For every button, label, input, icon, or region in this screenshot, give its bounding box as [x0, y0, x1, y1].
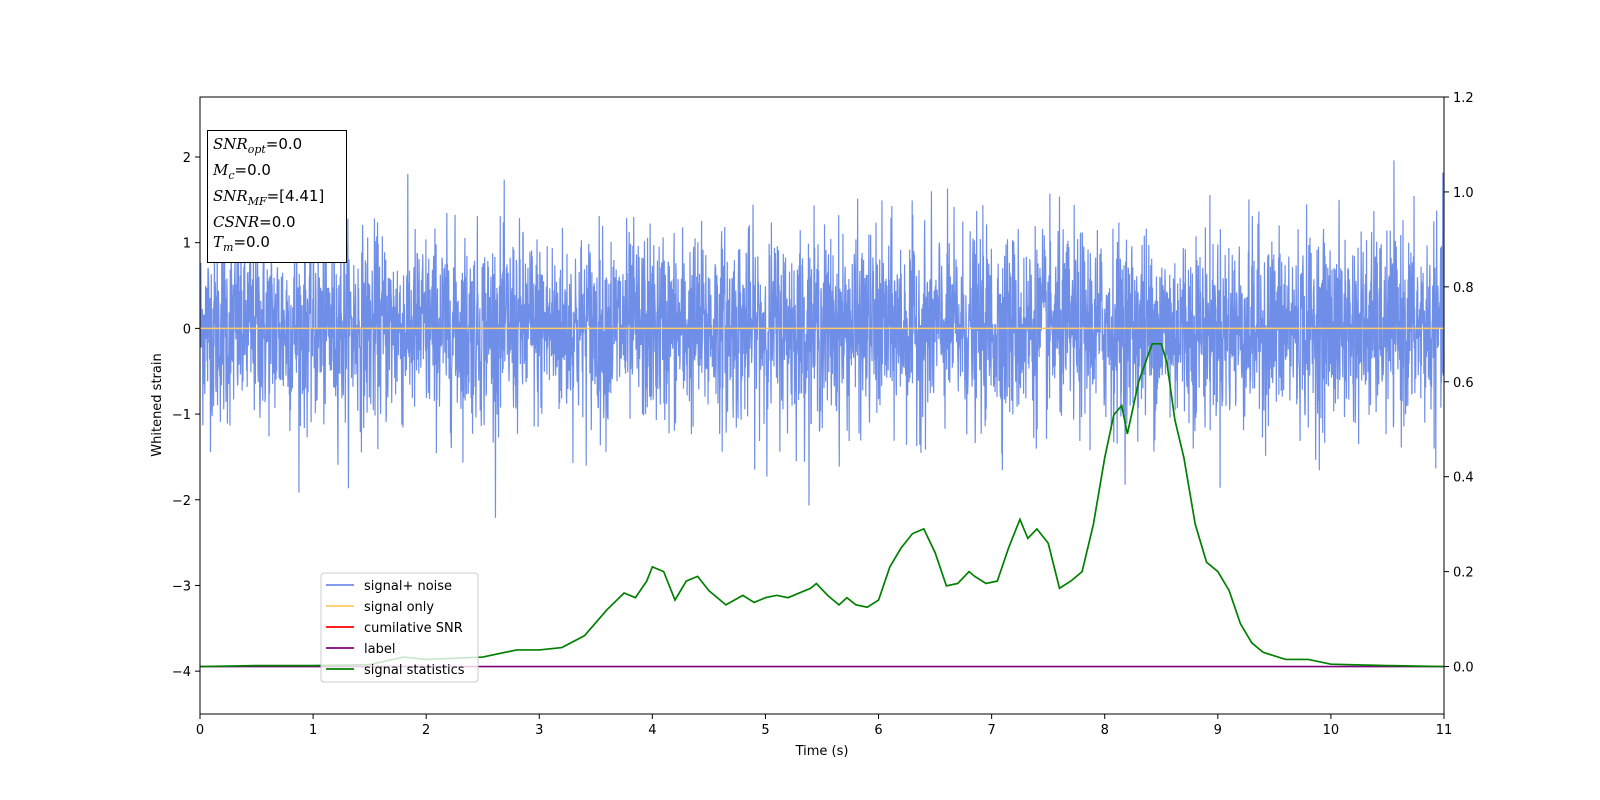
info-mc: Mc=0.0	[213, 160, 341, 186]
x-tick-label: 7	[987, 723, 995, 738]
y-tick-label: 0	[183, 322, 191, 337]
x-tick-label: 9	[1214, 723, 1222, 738]
legend-label: label	[364, 642, 395, 657]
series-signal-noise	[200, 160, 1444, 518]
y-tick-label-right: 0.0	[1453, 661, 1474, 676]
y-tick-label-right: 0.4	[1453, 471, 1474, 486]
info-tm: Tm=0.0	[213, 232, 341, 258]
x-tick-label: 11	[1436, 723, 1453, 738]
x-tick-label: 8	[1101, 723, 1109, 738]
info-mc-value: =0.0	[234, 161, 271, 179]
info-snr-opt-value: =0.0	[265, 135, 303, 153]
y-tick-label-right: 1.2	[1453, 91, 1474, 106]
info-snr-mf: SNRMF=[4.41]	[213, 186, 341, 212]
axis-ticks: 0 1 2 3 4 5 6 7 8 9 10 11210−1−2−3−41.21.00.80.60.4…	[172, 91, 1474, 738]
info-mc-symbol: M	[213, 161, 229, 179]
y-tick-label-right: 1.0	[1453, 186, 1474, 201]
y-tick-label-right: 0.2	[1453, 566, 1474, 581]
y-tick-label: −4	[172, 665, 191, 680]
y-tick-label-right: 0.6	[1453, 376, 1474, 391]
y-tick-label-right: 0.8	[1453, 281, 1474, 296]
info-snr-opt: SNRopt=0.0	[213, 134, 341, 160]
legend-label: signal+ noise	[364, 579, 452, 594]
x-tick-label: 5	[761, 723, 769, 738]
legend-box	[320, 572, 479, 683]
x-axis-label: Time (s)	[795, 744, 849, 759]
y-tick-label: −1	[172, 408, 191, 423]
info-csnr-symbol: CSNR	[213, 213, 260, 231]
info-snr-opt-sub: opt	[247, 143, 266, 156]
info-tm-value: =0.0	[233, 233, 270, 251]
legend-label: signal statistics	[364, 663, 465, 678]
x-tick-label: 3	[535, 723, 543, 738]
y-axis-label: Whitened strain	[150, 353, 165, 456]
info-snr-mf-symbol: SNR	[213, 187, 248, 205]
x-tick-label: 4	[648, 723, 656, 738]
info-box: SNRopt=0.0 Mc=0.0 SNRMF=[4.41] CSNR=0.0 …	[207, 130, 347, 263]
x-tick-label: 1	[309, 723, 317, 738]
x-tick-label: 0	[196, 723, 204, 738]
info-tm-sub: m	[223, 241, 234, 254]
info-snr-opt-symbol: SNR	[213, 135, 248, 153]
y-tick-label: −2	[172, 494, 191, 509]
info-csnr: CSNR=0.0	[213, 212, 341, 232]
legend-label: cumilative SNR	[364, 621, 463, 636]
legend: signal+ noise signal only cumilative SNR la…	[320, 572, 479, 683]
info-mc-sub: c	[228, 169, 235, 182]
noise-series	[200, 160, 1444, 518]
info-tm-symbol: T	[213, 233, 224, 251]
legend-label: signal only	[364, 600, 434, 615]
x-tick-label: 10	[1323, 723, 1340, 738]
x-tick-label: 2	[422, 723, 430, 738]
x-tick-label: 6	[874, 723, 882, 738]
y-tick-label: 2	[183, 151, 191, 166]
info-snr-mf-value: =[4.41]	[266, 187, 325, 205]
info-snr-mf-sub: MF	[247, 195, 267, 208]
y-tick-label: −3	[172, 579, 191, 594]
info-csnr-value: =0.0	[259, 213, 296, 231]
series-signal-statistics	[200, 342, 1444, 668]
axes-frame	[199, 96, 1445, 715]
y-tick-label: 1	[183, 237, 191, 252]
